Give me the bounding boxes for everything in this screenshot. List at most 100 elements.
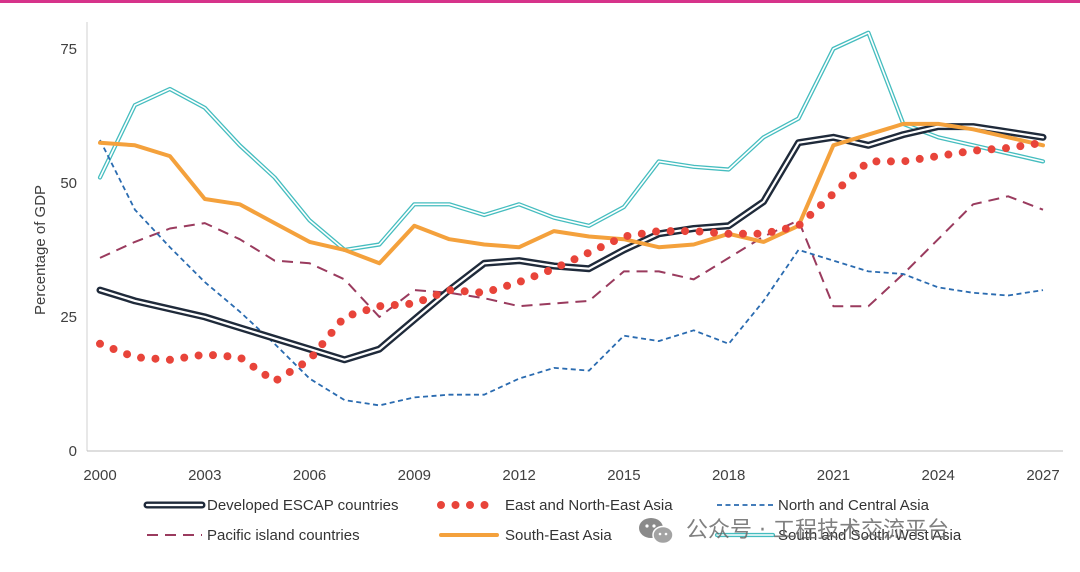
data-point [656, 228, 662, 234]
data-point [516, 279, 522, 285]
data-point [656, 338, 662, 344]
data-point [691, 276, 697, 282]
data-point [761, 134, 767, 140]
data-point [656, 158, 662, 164]
data-point [481, 290, 487, 296]
data-point [272, 258, 278, 264]
data-point [202, 314, 208, 320]
data-point [1040, 140, 1046, 146]
data-point [761, 298, 767, 304]
legend-label: South-East Asia [505, 527, 612, 544]
data-point [376, 242, 382, 248]
data-point [726, 223, 732, 229]
data-point [586, 298, 592, 304]
data-point [272, 335, 278, 341]
data-point [411, 287, 417, 293]
data-point [446, 236, 452, 242]
data-point [691, 242, 697, 248]
legend-item: South and South-West Asia [714, 527, 962, 544]
data-point [516, 244, 522, 250]
x-tick-label: 2006 [293, 467, 326, 484]
data-point [376, 346, 382, 352]
x-tick-labels: 2000 2003 2006 2009 2012 2015 2018 2021 2024 2027 [83, 467, 1059, 484]
series-east-and-north-east-asialine [96, 138, 1047, 386]
data-point [272, 220, 278, 226]
data-point [307, 376, 313, 382]
data-point [586, 223, 592, 229]
data-point [865, 132, 871, 138]
data-point [446, 392, 452, 398]
data-point [307, 346, 313, 352]
legend-item: Developed ESCAP countries [143, 497, 399, 514]
legend-item: South-East Asia [439, 527, 612, 544]
data-point [342, 276, 348, 282]
data-point [202, 105, 208, 111]
legend: Developed ESCAP countries East and North-… [143, 497, 962, 544]
data-point [237, 354, 243, 360]
data-point [307, 357, 313, 363]
data-point [970, 201, 976, 207]
data-point [796, 140, 802, 146]
data-point [481, 242, 487, 248]
data-point [865, 268, 871, 274]
series-pacific-island-countriesline [99, 195, 1046, 320]
data-point [586, 234, 592, 240]
data-point [656, 244, 662, 250]
legend-label: Developed ESCAP countries [207, 497, 399, 514]
data-point [202, 352, 208, 358]
data-point [900, 271, 906, 277]
data-point [481, 260, 487, 266]
data-point [1040, 134, 1046, 140]
data-point [621, 247, 627, 253]
data-point [132, 239, 138, 245]
data-point [830, 142, 836, 148]
data-point [551, 215, 557, 221]
data-point [761, 199, 767, 205]
data-point [167, 306, 173, 312]
data-point [900, 121, 906, 127]
data-point [551, 365, 557, 371]
y-tick-labels: 0 25 50 75 [60, 41, 77, 460]
data-point [970, 148, 976, 154]
data-point [1005, 134, 1011, 140]
data-point [411, 223, 417, 229]
data-point [97, 287, 103, 293]
data-point [342, 397, 348, 403]
legend-label: East and North-East Asia [505, 497, 673, 514]
data-point [900, 158, 906, 164]
data-point [237, 309, 243, 315]
data-point [411, 394, 417, 400]
data-point [446, 201, 452, 207]
data-point [132, 354, 138, 360]
x-tick-label: 2018 [712, 467, 745, 484]
data-point [935, 236, 941, 242]
watermark-text: 公众号 · 工程技术交流平台 [686, 518, 949, 543]
data-point [202, 279, 208, 285]
watermark: 公众号 · 工程技术交流平台 [639, 518, 949, 545]
data-point [516, 258, 522, 264]
data-point [691, 164, 697, 170]
data-point [97, 140, 103, 146]
data-point [307, 239, 313, 245]
data-point [481, 212, 487, 218]
legend-item: North and Central Asia [717, 497, 930, 514]
data-point [376, 314, 382, 320]
series-line [99, 139, 1044, 407]
data-point [446, 287, 452, 293]
data-point [865, 30, 871, 36]
x-tick-label: 2009 [398, 467, 431, 484]
data-point [1040, 158, 1046, 164]
data-point [796, 116, 802, 122]
data-point [376, 303, 382, 309]
data-point [516, 303, 522, 309]
data-point [726, 341, 732, 347]
data-point [1040, 207, 1046, 213]
series-line [99, 195, 1044, 318]
data-point [621, 204, 627, 210]
data-point [621, 268, 627, 274]
axes: Percentage of GDP [32, 22, 1063, 452]
x-tick-label: 2027 [1026, 467, 1059, 484]
x-tick-label: 2003 [188, 467, 221, 484]
series-south-and-south-west-asialine [97, 30, 1046, 252]
data-point [342, 357, 348, 363]
